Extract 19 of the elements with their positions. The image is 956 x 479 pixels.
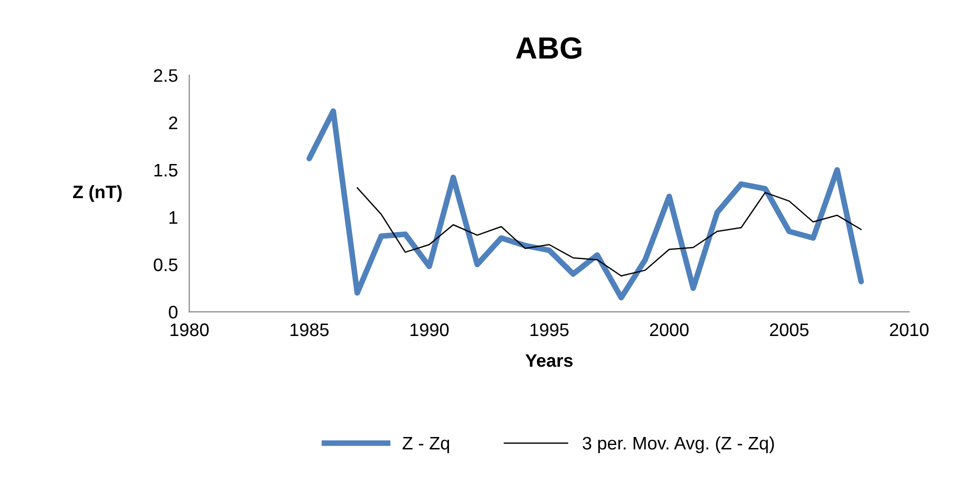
- x-tick-label: 1985: [290, 323, 329, 336]
- x-tick-label: 2005: [770, 323, 809, 336]
- y-tick-label: 1: [170, 211, 178, 224]
- x-axis-title: Years: [525, 354, 573, 367]
- y-tick-label: 2.5: [154, 69, 178, 82]
- y-tick-label: 0.5: [154, 258, 178, 272]
- legend-label: Z - Zq: [402, 437, 450, 454]
- line-series: [356, 187, 862, 276]
- y-tick-label: 0: [168, 306, 178, 319]
- y-tick-label: 1.5: [154, 164, 178, 177]
- x-tick-label: 2010: [890, 323, 929, 336]
- x-tick-label: 1995: [530, 323, 569, 336]
- legend-label: 3 per. Mov. Avg. (Z - Zq): [582, 436, 774, 454]
- chart-title: ABG: [516, 37, 582, 59]
- x-tick-label: 1990: [410, 323, 449, 336]
- x-tick-label: 1980: [170, 323, 209, 336]
- y-axis-title: Z (nT): [73, 185, 122, 202]
- y-tick-label: 2: [169, 116, 178, 130]
- x-tick-label: 2000: [650, 323, 689, 336]
